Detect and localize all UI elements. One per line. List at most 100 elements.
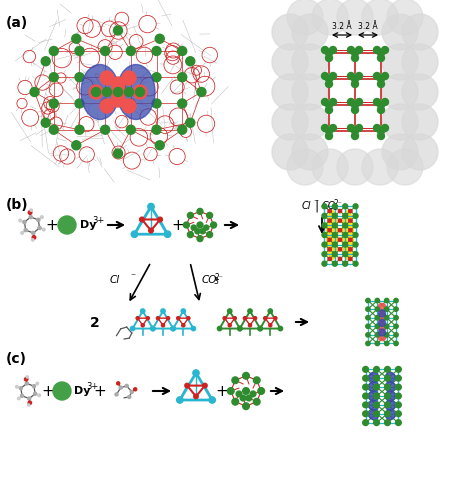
Circle shape — [353, 204, 358, 209]
Circle shape — [89, 86, 103, 100]
Circle shape — [228, 309, 232, 314]
Circle shape — [332, 262, 337, 267]
Circle shape — [102, 88, 111, 97]
Circle shape — [343, 204, 347, 209]
Circle shape — [26, 376, 28, 378]
Circle shape — [207, 213, 213, 219]
Circle shape — [127, 74, 136, 83]
Circle shape — [122, 100, 136, 114]
Circle shape — [100, 74, 109, 83]
Circle shape — [321, 74, 328, 80]
Circle shape — [374, 367, 379, 373]
Circle shape — [349, 248, 352, 252]
Circle shape — [16, 386, 18, 388]
Circle shape — [322, 224, 327, 228]
Circle shape — [75, 126, 84, 135]
Circle shape — [343, 233, 347, 238]
Circle shape — [100, 100, 114, 114]
Circle shape — [195, 229, 200, 234]
Circle shape — [382, 125, 389, 132]
Text: Dy: Dy — [74, 385, 91, 395]
Circle shape — [111, 86, 125, 100]
Circle shape — [375, 299, 380, 303]
Circle shape — [127, 100, 136, 109]
Circle shape — [178, 47, 187, 56]
Circle shape — [36, 382, 38, 385]
Circle shape — [111, 94, 125, 108]
Circle shape — [332, 233, 337, 238]
Circle shape — [338, 239, 342, 242]
Text: 3.2 Å: 3.2 Å — [358, 22, 378, 31]
Circle shape — [321, 125, 328, 132]
Circle shape — [374, 411, 379, 417]
Circle shape — [384, 316, 389, 320]
Circle shape — [272, 135, 308, 171]
Circle shape — [332, 224, 337, 228]
Circle shape — [19, 220, 22, 222]
Circle shape — [164, 231, 171, 238]
Circle shape — [20, 394, 24, 397]
Circle shape — [366, 307, 370, 312]
Text: 2: 2 — [90, 316, 100, 329]
Circle shape — [395, 384, 401, 390]
Circle shape — [366, 299, 370, 303]
Text: +: + — [172, 218, 184, 233]
Circle shape — [402, 45, 438, 81]
Circle shape — [177, 317, 180, 320]
Circle shape — [375, 333, 380, 337]
Text: 3: 3 — [332, 203, 337, 212]
Circle shape — [41, 58, 50, 67]
Circle shape — [133, 86, 147, 100]
Circle shape — [378, 333, 386, 341]
Circle shape — [369, 373, 379, 382]
Circle shape — [274, 317, 277, 320]
Circle shape — [27, 404, 30, 407]
Circle shape — [177, 397, 183, 403]
Circle shape — [162, 324, 164, 327]
Circle shape — [187, 317, 190, 320]
Circle shape — [353, 252, 358, 257]
Circle shape — [75, 100, 84, 109]
Circle shape — [139, 218, 144, 222]
Circle shape — [394, 333, 398, 337]
Circle shape — [218, 327, 222, 331]
Circle shape — [394, 342, 398, 346]
Circle shape — [243, 317, 246, 320]
Circle shape — [113, 150, 122, 159]
Circle shape — [287, 0, 323, 36]
Circle shape — [395, 402, 401, 408]
Circle shape — [379, 329, 385, 336]
Circle shape — [374, 420, 379, 425]
Circle shape — [21, 232, 24, 235]
Text: +: + — [94, 384, 106, 399]
Circle shape — [130, 391, 133, 393]
Circle shape — [384, 324, 389, 329]
Circle shape — [395, 420, 401, 425]
Circle shape — [375, 342, 380, 346]
Circle shape — [395, 393, 401, 399]
Circle shape — [353, 214, 358, 219]
Circle shape — [178, 100, 187, 109]
Circle shape — [127, 126, 136, 135]
Circle shape — [377, 50, 384, 58]
Circle shape — [191, 226, 196, 231]
Ellipse shape — [81, 65, 119, 120]
Circle shape — [246, 395, 252, 401]
Circle shape — [232, 399, 238, 405]
Circle shape — [152, 47, 161, 56]
Text: (b): (b) — [6, 197, 28, 212]
Text: (c): (c) — [6, 351, 27, 365]
Circle shape — [338, 220, 342, 223]
Circle shape — [363, 393, 368, 399]
Circle shape — [328, 239, 331, 242]
Circle shape — [32, 236, 36, 240]
Circle shape — [292, 15, 328, 51]
Text: CO: CO — [322, 200, 337, 211]
Circle shape — [258, 388, 264, 394]
Circle shape — [352, 76, 358, 83]
Circle shape — [377, 55, 384, 62]
Circle shape — [130, 327, 135, 331]
Text: 3: 3 — [213, 277, 218, 286]
Circle shape — [166, 317, 170, 320]
Circle shape — [322, 204, 327, 209]
